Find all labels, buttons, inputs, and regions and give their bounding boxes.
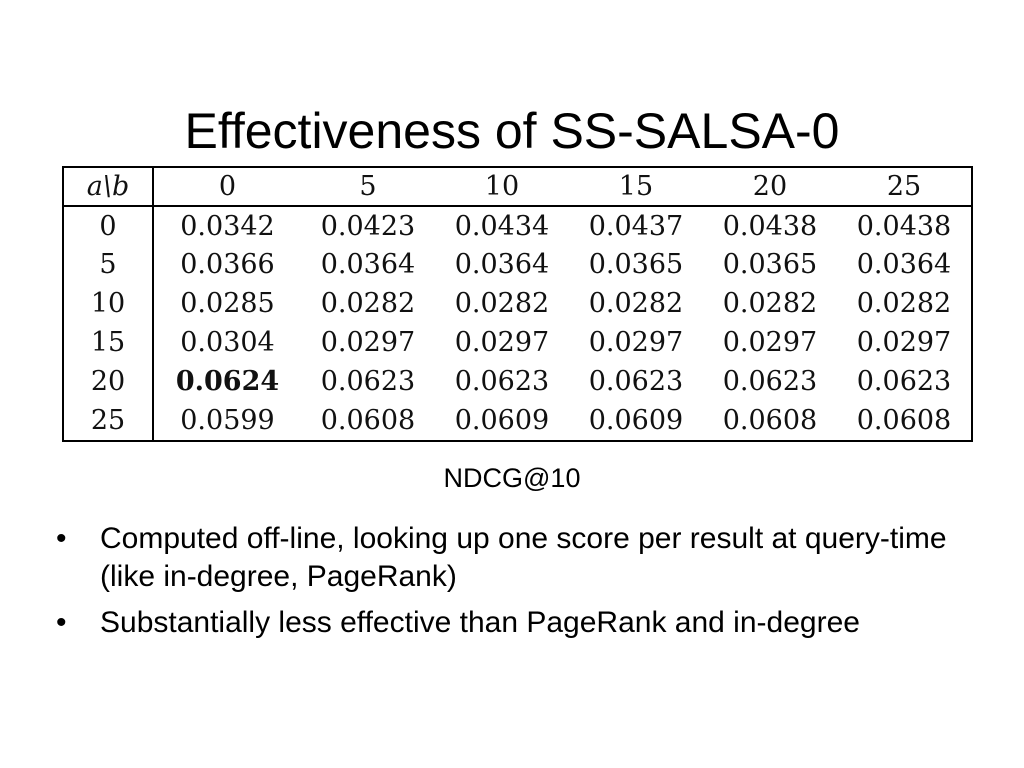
table-cell: 0.0609 — [454, 405, 550, 436]
bullet-item: • Substantially less effective than Page… — [56, 604, 956, 642]
table-cell: 0.0623 — [454, 366, 550, 397]
table-row: 0 0.0342 0.0423 0.0434 0.0437 0.0438 0.0438 — [64, 206, 971, 245]
table-cell: 0.0364 — [856, 249, 952, 280]
table-cell: 0.0282 — [454, 288, 550, 319]
bullet-dot-icon: • — [56, 606, 67, 639]
table-cell: 0.0623 — [588, 366, 684, 397]
table-cell: 0.0282 — [856, 288, 952, 319]
table-cell: 0.0365 — [588, 249, 684, 280]
bullet-item: • Computed off-line, looking up one scor… — [56, 520, 956, 596]
bullet-dot-icon: • — [56, 522, 67, 555]
table-cell: 0.0608 — [856, 405, 952, 436]
table-cell: 0.0364 — [320, 249, 416, 280]
table-cell: 0.0297 — [454, 327, 550, 358]
table-cell: 0.0623 — [320, 366, 416, 397]
table-cell-best: 0.0624 — [175, 366, 280, 397]
table-cell: 0.0608 — [722, 405, 818, 436]
column-header: 25 — [836, 168, 971, 207]
table-corner-label: a\b — [64, 168, 154, 207]
slide-title: Effectiveness of SS-SALSA-0 — [184, 102, 840, 159]
table-cell: 0.0282 — [320, 288, 416, 319]
results-table-frame: a\b 0 5 10 15 20 25 0 0.0342 0.0423 0.0434 0… — [62, 166, 973, 442]
table-cell: 0.0366 — [180, 249, 275, 280]
table-cell: 0.0434 — [454, 210, 550, 242]
table-cell: 0.0282 — [722, 288, 818, 319]
column-header: 5 — [300, 168, 435, 207]
table-header-row: a\b 0 5 10 15 20 25 — [64, 168, 971, 207]
table-cell: 0.0285 — [180, 288, 275, 319]
table-cell: 0.0438 — [856, 210, 952, 242]
table-caption: NDCG@10 — [443, 463, 581, 493]
table-cell: 0.0297 — [320, 327, 416, 358]
row-header: 5 — [64, 245, 154, 284]
table-row: 15 0.0304 0.0297 0.0297 0.0297 0.0297 0.0297 — [64, 323, 971, 362]
table-row: 10 0.0285 0.0282 0.0282 0.0282 0.0282 0.0282 — [64, 284, 971, 323]
results-table: a\b 0 5 10 15 20 25 0 0.0342 0.0423 0.0434 0… — [64, 168, 971, 440]
bullet-text: Substantially less effective than PageRa… — [100, 606, 860, 639]
column-header: 20 — [702, 168, 837, 207]
table-cell: 0.0599 — [180, 405, 275, 436]
bullet-text: Computed off-line, looking up one score … — [100, 522, 947, 593]
table-cell: 0.0623 — [856, 366, 952, 397]
table-row: 20 0.0624 0.0623 0.0623 0.0623 0.0623 0.0623 — [64, 362, 971, 401]
table-cell: 0.0609 — [588, 405, 684, 436]
bullet-list: • Computed off-line, looking up one scor… — [56, 520, 956, 650]
row-header: 0 — [64, 206, 154, 245]
table-body: 0 0.0342 0.0423 0.0434 0.0437 0.0438 0.0438 5 0.… — [64, 206, 971, 440]
column-header: 0 — [153, 168, 301, 207]
table-cell: 0.0438 — [722, 210, 818, 242]
table-cell: 0.0364 — [454, 249, 550, 280]
table-cell: 0.0437 — [588, 210, 684, 242]
table-cell: 0.0297 — [588, 327, 684, 358]
table-cell: 0.0608 — [320, 405, 416, 436]
table-cell: 0.0297 — [856, 327, 952, 358]
table-cell: 0.0423 — [320, 210, 416, 242]
row-header: 20 — [64, 362, 154, 401]
table-cell: 0.0304 — [180, 327, 275, 358]
table-cell: 0.0297 — [722, 327, 818, 358]
table-cell: 0.0342 — [180, 210, 275, 242]
table-cell: 0.0365 — [722, 249, 818, 280]
row-header: 10 — [64, 284, 154, 323]
table-row: 5 0.0366 0.0364 0.0364 0.0365 0.0365 0.0364 — [64, 245, 971, 284]
table-row: 25 0.0599 0.0608 0.0609 0.0609 0.0608 0.0608 — [64, 401, 971, 440]
column-header: 15 — [568, 168, 703, 207]
table-cell: 0.0282 — [588, 288, 684, 319]
table-cell: 0.0623 — [722, 366, 818, 397]
row-header: 25 — [64, 401, 154, 440]
column-header: 10 — [434, 168, 569, 207]
row-header: 15 — [64, 323, 154, 362]
